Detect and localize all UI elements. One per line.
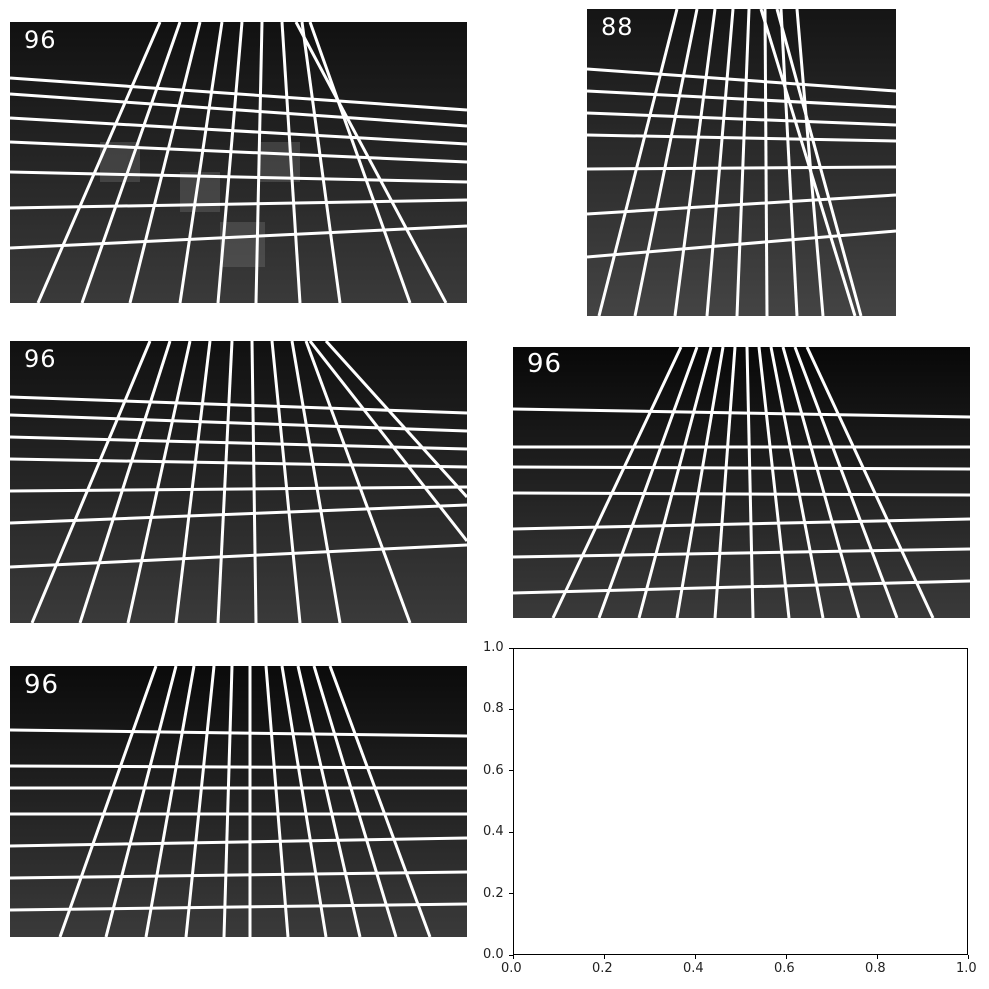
x-tick-label: 0.0 — [501, 961, 522, 976]
count-label: 96 — [527, 349, 563, 379]
y-tick-mark — [509, 708, 513, 710]
x-tick-label: 1.0 — [956, 961, 977, 976]
x-tick-mark — [876, 955, 878, 959]
count-label: 96 — [24, 26, 57, 54]
empty-axes — [513, 648, 968, 955]
y-tick-label: 1.0 — [483, 640, 504, 655]
image-panel-3: 96 — [10, 341, 467, 623]
y-tick-mark — [509, 647, 513, 649]
x-tick-label: 0.6 — [774, 961, 795, 976]
y-tick-label: 0.4 — [483, 824, 504, 840]
image-panel-1: 96 — [10, 22, 467, 303]
count-label: 96 — [24, 345, 57, 373]
grid-overlay — [10, 22, 467, 303]
x-tick-label: 0.8 — [865, 961, 886, 976]
x-tick-label: 0.2 — [592, 961, 613, 976]
y-tick-mark — [509, 893, 513, 895]
x-tick-mark — [694, 955, 696, 959]
y-tick-mark — [509, 770, 513, 772]
x-tick-mark — [512, 955, 514, 959]
x-tick-mark — [967, 955, 969, 959]
x-tick-label: 0.4 — [683, 961, 704, 976]
y-tick-mark — [509, 831, 513, 833]
image-panel-5: 96 — [10, 666, 467, 937]
grid-overlay — [513, 347, 970, 618]
x-tick-mark — [785, 955, 787, 959]
grid-overlay — [587, 9, 896, 316]
x-tick-mark — [603, 955, 605, 959]
y-tick-label: 0.6 — [483, 762, 504, 778]
y-tick-mark — [509, 954, 513, 956]
count-label: 88 — [601, 13, 634, 41]
grid-overlay — [10, 341, 467, 623]
count-label: 96 — [24, 670, 60, 700]
y-tick-label: 0.8 — [483, 701, 504, 717]
grid-overlay — [10, 666, 467, 937]
y-tick-label: 0.0 — [483, 947, 504, 962]
image-panel-2: 88 — [587, 9, 896, 316]
y-tick-label: 0.2 — [483, 885, 504, 901]
image-panel-4: 96 — [513, 347, 970, 618]
